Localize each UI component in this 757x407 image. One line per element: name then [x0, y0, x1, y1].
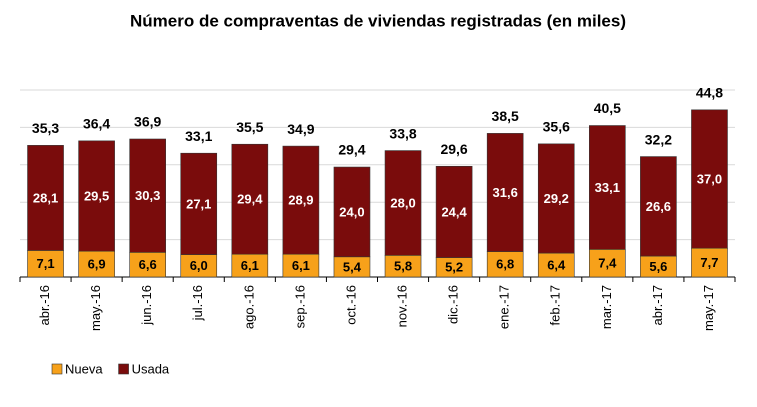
- value-label: 37,0: [697, 171, 722, 186]
- value-label: 6,0: [190, 258, 208, 273]
- total-label: 44,8: [696, 85, 723, 101]
- value-label: 6,6: [139, 257, 157, 272]
- x-tick-label: feb.-17: [548, 285, 563, 325]
- value-label: 5,2: [445, 260, 463, 275]
- bar-segment: [691, 247, 728, 278]
- total-label: 40,5: [594, 100, 621, 116]
- x-tick-label: mar.-17: [599, 285, 614, 329]
- value-label: 30,3: [135, 188, 160, 203]
- value-label: 24,4: [441, 204, 467, 219]
- total-label: 34,9: [287, 121, 314, 137]
- value-label: 6,1: [241, 258, 259, 273]
- bar-segment: [27, 250, 64, 278]
- legend-swatch: [118, 363, 129, 375]
- bar-segment: [435, 165, 473, 258]
- value-label: 29,5: [84, 188, 109, 203]
- total-label: 35,3: [32, 120, 59, 136]
- x-tick-label: dic.-16: [446, 285, 461, 324]
- value-label: 28,9: [288, 193, 313, 208]
- value-label: 7,7: [700, 255, 718, 270]
- x-tick-label: jul.-16: [190, 285, 205, 321]
- value-label: 27,1: [186, 196, 211, 211]
- bar-segment: [640, 156, 677, 257]
- bar-segment: [486, 133, 524, 252]
- total-label: 32,2: [645, 131, 672, 147]
- x-tick-label: abr.-16: [37, 285, 52, 325]
- bar-segment: [78, 250, 115, 278]
- value-label: 6,9: [88, 257, 106, 272]
- legend-swatch: [51, 363, 63, 375]
- x-tick-label: may.-16: [88, 285, 103, 331]
- value-label: 7,4: [598, 256, 617, 271]
- bar-segment: [282, 145, 320, 255]
- value-label: 26,6: [646, 199, 671, 214]
- bar-segment: [589, 249, 626, 278]
- value-label: 7,1: [36, 256, 54, 271]
- bar-segment: [180, 152, 218, 255]
- total-label: 35,6: [543, 119, 570, 135]
- total-label: 29,6: [440, 141, 467, 157]
- value-label: 6,1: [292, 258, 310, 273]
- x-tick-label: may.-17: [701, 285, 716, 331]
- legend-label: Nueva: [65, 361, 103, 376]
- chart-title: Número de compraventas de viviendas regi…: [130, 11, 626, 30]
- value-label: 6,4: [547, 257, 566, 272]
- total-label: 35,5: [236, 119, 263, 135]
- x-tick-label: sep.-16: [292, 285, 307, 328]
- total-label: 36,9: [134, 114, 161, 130]
- x-tick-label: nov.-16: [394, 285, 409, 327]
- value-label: 31,6: [493, 185, 518, 200]
- bar-segment: [231, 143, 269, 255]
- value-label: 28,0: [390, 195, 415, 210]
- value-label: 5,4: [343, 259, 362, 274]
- value-label: 24,0: [339, 204, 364, 219]
- x-tick-label: ago.-16: [241, 285, 256, 329]
- x-tick-label: oct.-16: [343, 285, 358, 325]
- value-label: 33,1: [595, 180, 620, 195]
- total-label: 33,8: [389, 125, 416, 141]
- legend-label: Usada: [132, 361, 170, 376]
- value-label: 6,8: [496, 257, 514, 272]
- bar-segment: [78, 140, 115, 252]
- bar-segment: [129, 138, 166, 253]
- bar-segment: [333, 166, 371, 258]
- total-label: 38,5: [492, 108, 519, 124]
- value-label: 28,1: [33, 190, 58, 205]
- x-tick-label: jun.-16: [139, 285, 154, 326]
- total-label: 33,1: [185, 128, 212, 144]
- bar-segment: [27, 145, 64, 251]
- bar-segment: [537, 143, 575, 254]
- value-label: 29,4: [237, 192, 263, 207]
- value-label: 5,6: [649, 259, 667, 274]
- total-label: 29,4: [338, 142, 365, 158]
- x-tick-label: abr.-17: [650, 285, 665, 325]
- bar-segment: [384, 150, 422, 256]
- total-label: 36,4: [83, 116, 110, 132]
- bar-segment: [691, 109, 728, 249]
- bar-segment: [589, 125, 626, 250]
- x-tick-label: ene.-17: [497, 285, 512, 329]
- value-label: 29,2: [544, 191, 569, 206]
- bar-segment: [486, 251, 524, 278]
- value-label: 5,8: [394, 259, 412, 274]
